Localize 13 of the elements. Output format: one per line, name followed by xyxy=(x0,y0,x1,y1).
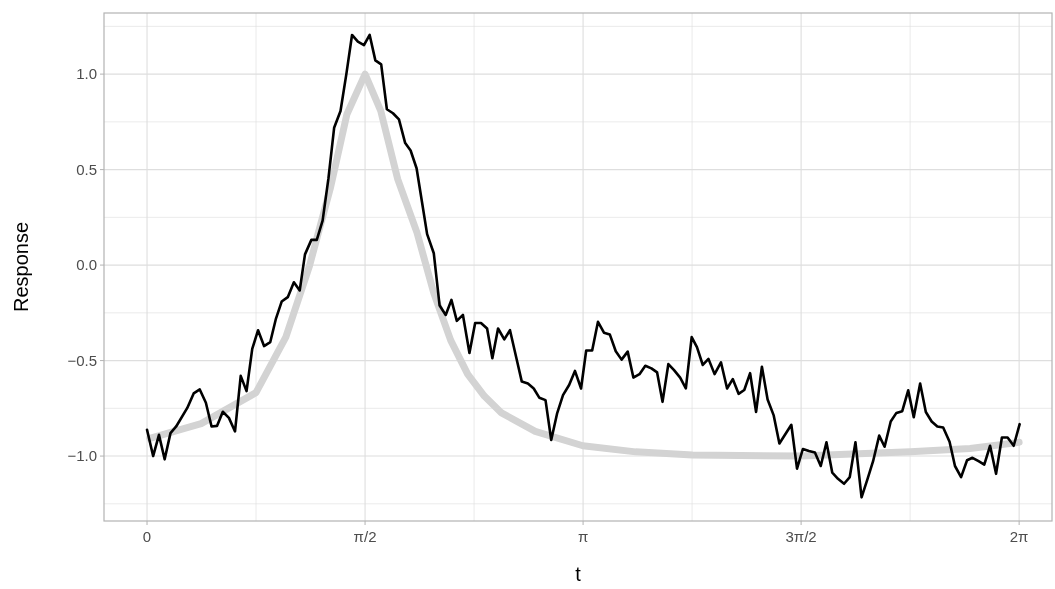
y-tick-label: 0.0 xyxy=(76,256,97,274)
y-tick-label: −1.0 xyxy=(67,447,97,465)
line-series xyxy=(145,33,1021,499)
x-tick-label: 0 xyxy=(142,528,152,545)
x-axis-title: t xyxy=(575,563,582,585)
x-tick-label: π xyxy=(577,528,589,545)
y-tick-label: 1.0 xyxy=(76,65,97,83)
y-tick-label: 0.5 xyxy=(76,160,97,178)
x-tick-label: 3π/2 xyxy=(785,528,817,545)
x-tick-label: 2π xyxy=(1009,528,1029,545)
x-tick-label: π/2 xyxy=(353,528,377,545)
y-axis-title: Response xyxy=(10,221,32,313)
y-tick-label: −0.5 xyxy=(67,351,97,369)
